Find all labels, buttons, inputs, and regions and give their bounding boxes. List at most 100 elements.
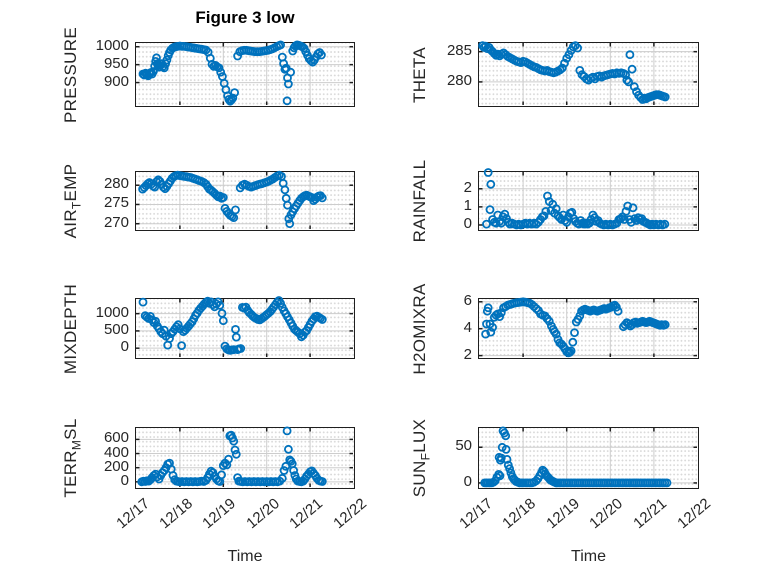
y-tick-label: 1000 bbox=[95, 36, 129, 54]
data-point-marker bbox=[224, 454, 233, 464]
data-point-marker bbox=[565, 347, 575, 357]
y-tick-label: 6 bbox=[463, 291, 472, 309]
data-point-marker bbox=[557, 63, 567, 73]
data-point-marker bbox=[276, 40, 286, 50]
data-point-marker bbox=[483, 303, 493, 313]
data-point-marker bbox=[624, 77, 634, 87]
data-point-marker bbox=[560, 58, 569, 68]
data-point-marker bbox=[317, 315, 327, 324]
data-point-marker bbox=[483, 168, 493, 177]
plot-area bbox=[136, 296, 353, 357]
data-point-marker bbox=[285, 219, 295, 229]
data-point-marker bbox=[501, 444, 511, 454]
data-point-marker bbox=[562, 217, 572, 227]
data-point-marker bbox=[283, 79, 293, 89]
data-point-marker bbox=[317, 477, 327, 486]
y-tick-label: 0 bbox=[120, 338, 129, 356]
data-point-marker bbox=[289, 466, 299, 475]
data-point-marker bbox=[621, 207, 631, 216]
data-point-marker bbox=[233, 51, 242, 61]
y-tick-label: 50 bbox=[455, 437, 472, 455]
data-point-marker bbox=[228, 93, 238, 103]
data-point-marker bbox=[573, 43, 582, 53]
data-point-marker bbox=[544, 316, 554, 326]
data-point-marker bbox=[229, 213, 239, 222]
data-point-marker bbox=[625, 50, 635, 60]
y-tick-label: 500 bbox=[103, 320, 129, 338]
data-point-marker bbox=[277, 473, 287, 483]
y-axis-label-text: TERR bbox=[61, 450, 80, 498]
data-point-marker bbox=[493, 49, 503, 59]
y-tick-label: 275 bbox=[103, 194, 129, 212]
y-axis-label-text: SUN bbox=[410, 460, 429, 498]
data-point-marker bbox=[316, 50, 326, 60]
plot-area bbox=[136, 170, 353, 229]
data-point-marker bbox=[317, 193, 327, 203]
data-point-marker bbox=[231, 332, 241, 342]
data-point-marker bbox=[613, 306, 623, 316]
data-point-marker bbox=[501, 431, 511, 441]
subplot-terr_msl bbox=[135, 426, 355, 489]
y-tick-label: 950 bbox=[103, 54, 129, 72]
data-point-marker bbox=[148, 67, 158, 76]
data-point-marker bbox=[282, 426, 292, 436]
plot-area bbox=[136, 40, 353, 106]
subplot-theta bbox=[478, 41, 699, 107]
data-point-marker bbox=[279, 466, 289, 475]
y-tick-label: 1 bbox=[463, 196, 472, 214]
data-point-marker bbox=[276, 298, 286, 308]
y-tick-label: 4 bbox=[463, 318, 472, 336]
data-point-marker bbox=[660, 92, 670, 102]
data-point-marker bbox=[623, 201, 633, 211]
data-point-marker bbox=[231, 205, 240, 215]
data-point-marker bbox=[482, 219, 491, 229]
plot-area bbox=[136, 426, 353, 487]
y-axis-label-text: THETA bbox=[410, 46, 429, 103]
data-point-marker bbox=[628, 203, 638, 213]
data-point-marker bbox=[177, 341, 186, 350]
y-tick-label: 0 bbox=[120, 471, 129, 489]
data-point-marker bbox=[662, 478, 672, 488]
data-point-marker bbox=[566, 346, 576, 356]
y-axis-label-text: EMP bbox=[61, 163, 80, 202]
data-point-marker bbox=[622, 75, 632, 85]
data-point-marker bbox=[541, 207, 551, 216]
data-point-marker bbox=[502, 454, 512, 464]
data-point-marker bbox=[539, 211, 549, 221]
data-point-marker bbox=[280, 185, 290, 195]
x-axis-title-left: Time bbox=[227, 548, 263, 565]
subplot-sun_flux bbox=[478, 426, 699, 489]
data-point-marker bbox=[494, 470, 504, 479]
y-axis-label-subscript: F bbox=[418, 452, 433, 461]
data-point-marker bbox=[162, 55, 172, 65]
y-tick-label: 0 bbox=[463, 214, 472, 232]
data-point-marker bbox=[629, 82, 639, 92]
data-point-marker bbox=[495, 471, 505, 481]
plot-area bbox=[479, 297, 697, 358]
data-point-marker bbox=[282, 96, 292, 106]
y-tick-label: 2 bbox=[463, 345, 472, 363]
y-tick-label: 200 bbox=[103, 457, 129, 475]
x-axis-title-right: Time bbox=[571, 548, 606, 565]
data-point-marker bbox=[231, 449, 241, 459]
plot-area bbox=[478, 41, 697, 105]
data-point-marker bbox=[159, 63, 169, 73]
data-point-marker bbox=[660, 320, 670, 330]
data-point-marker bbox=[214, 63, 224, 73]
y-axis-label-sun_flux: SUNFLUX bbox=[409, 358, 433, 558]
data-point-marker bbox=[660, 219, 670, 229]
y-tick-label: 0 bbox=[463, 472, 472, 490]
data-point-marker bbox=[230, 445, 240, 455]
y-tick-label: 600 bbox=[103, 429, 129, 447]
data-point-marker bbox=[505, 464, 515, 474]
plot-area bbox=[479, 426, 697, 488]
data-point-marker bbox=[286, 67, 296, 77]
y-axis-label-subscript: M bbox=[69, 439, 84, 451]
data-point-marker bbox=[150, 182, 160, 192]
data-point-marker bbox=[555, 65, 565, 75]
data-point-marker bbox=[230, 88, 239, 97]
data-point-marker bbox=[531, 304, 541, 313]
subplot-rainfall bbox=[478, 168, 699, 231]
data-point-marker bbox=[165, 334, 174, 343]
y-tick-label: 285 bbox=[446, 41, 472, 59]
